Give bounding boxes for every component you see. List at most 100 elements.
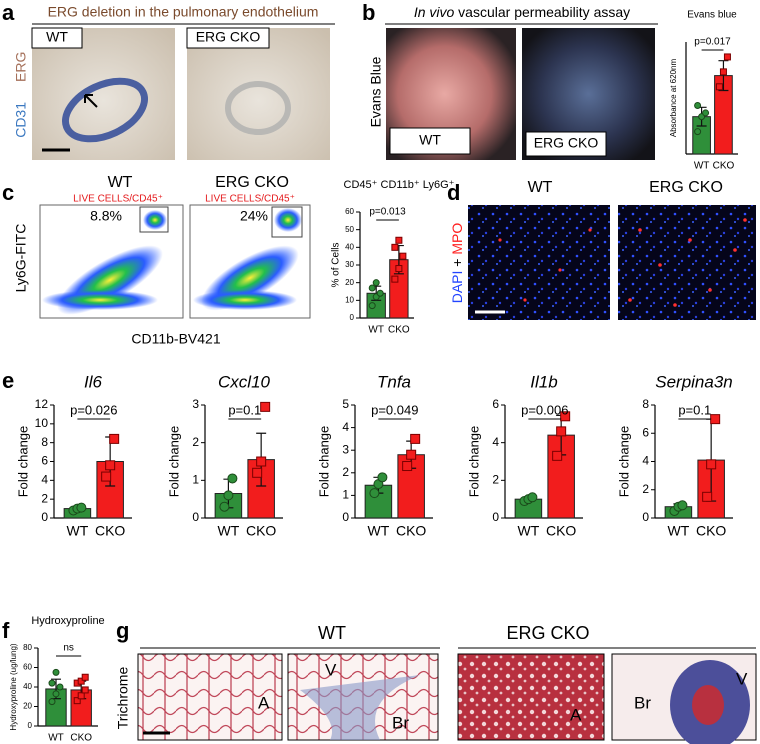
data-point (552, 450, 563, 461)
y-tick-label: 12 (35, 397, 49, 411)
bar-chart: Hydroxyproline Hydroxyproline (ug/lung) 0 2… (9, 615, 105, 744)
y-tick-label: 20 (345, 278, 354, 287)
data-point (391, 243, 399, 251)
data-point (402, 461, 413, 472)
bar-chart: Serpina3n Fold change 0 2 4 6 8 WT CKO p=0.1 (616, 372, 733, 539)
micrograph (618, 205, 756, 320)
stain-labels: CD31 ERG (13, 52, 29, 138)
y-axis-title: Fold change (15, 426, 30, 498)
p-value: p=0.006 (521, 402, 568, 417)
panel-letter: g (116, 618, 129, 643)
label-box (389, 127, 471, 155)
bar-chart: Tnfa Fold change 0 1 2 3 4 5 WT CKO p=0.049 (316, 372, 433, 539)
data-point (77, 692, 85, 700)
x-tick-label: CKO (95, 523, 125, 539)
x-tick-label: CKO (713, 161, 735, 172)
y-tick-label: 0 (192, 510, 199, 524)
data-point (391, 275, 399, 283)
data-point (109, 433, 120, 444)
y-tick-label: 2 (492, 473, 499, 487)
data-point (702, 109, 710, 117)
data-point (48, 698, 56, 706)
y-tick-label: 10 (35, 416, 49, 430)
panel-letter: a (2, 0, 15, 25)
chart-title: Il6 (84, 372, 103, 391)
flow-plot: 24% (189, 204, 311, 319)
x-tick-label: WT (368, 325, 384, 336)
label-box (31, 27, 83, 49)
data-point (723, 53, 731, 61)
x-tick-label: CKO (546, 523, 576, 539)
x-tick-label: WT (67, 523, 89, 539)
group-label: WT (108, 174, 133, 191)
data-point (227, 473, 238, 484)
chart-title: CD45⁺ CD11b⁺ Ly6G⁺ (344, 179, 455, 191)
data-point (527, 492, 538, 503)
p-value: p=0.026 (70, 402, 117, 417)
group-label: ERG CKO (649, 179, 723, 196)
y-tick-label: 60 (345, 207, 354, 216)
panel-title: In vivo vascular permeability assay (414, 4, 630, 20)
p-value: p=0.017 (694, 37, 731, 48)
y-tick-label: 6 (492, 397, 499, 411)
chart-title: Tnfa (377, 372, 411, 391)
region-label: Br (634, 693, 651, 712)
chart-title: Cxcl10 (218, 372, 271, 391)
y-tick-label: 2 (41, 491, 48, 505)
y-axis-title: Fold change (466, 426, 481, 498)
group-label: WT (46, 29, 68, 45)
group-label: WT (318, 623, 346, 643)
panel-letter: e (2, 368, 14, 393)
y-tick-label: 0 (41, 510, 48, 524)
data-point (677, 500, 688, 511)
x-tick-label: WT (694, 161, 710, 172)
p-value: p=0.049 (371, 402, 418, 417)
gate-label: LIVE CELLS/CD45⁺ (73, 194, 163, 205)
data-point (219, 501, 230, 512)
data-point (260, 401, 271, 412)
data-point (56, 683, 64, 691)
data-point (368, 302, 376, 310)
y-tick-label: 10 (345, 295, 354, 304)
y-tick-label: 6 (642, 425, 649, 439)
y-tick-label: 2 (192, 435, 199, 449)
stain-label: ERG (13, 52, 29, 82)
data-point (706, 459, 717, 470)
x-tick-label: WT (48, 733, 64, 744)
stain-labels: DAPI + MPO (449, 223, 465, 304)
bar-chart: Il1b Fold change 0 2 4 6 WT CKO p=0.006 (466, 372, 583, 539)
y-tick-label: 0 (492, 510, 499, 524)
data-point (105, 460, 116, 471)
y-axis-title: Fold change (316, 426, 331, 498)
gate-percent: 8.8% (90, 208, 122, 224)
data-point (399, 252, 407, 260)
data-point (223, 490, 234, 501)
data-point (369, 488, 380, 499)
y-tick-label: 8 (41, 435, 48, 449)
y-tick-label: 4 (492, 435, 499, 449)
y-tick-label: 1 (342, 488, 349, 502)
y-axis-title: Absorbance at 620nm (669, 59, 678, 138)
x-tick-label: CKO (70, 733, 92, 744)
y-tick-label: 2 (342, 465, 349, 479)
y-tick-label: 40 (23, 682, 32, 691)
axis-title: Ly6G-FITC (13, 224, 29, 293)
y-tick-label: 0 (642, 510, 649, 524)
tissue (300, 675, 420, 740)
y-tick-label: 50 (345, 225, 354, 234)
y-tick-label: 6 (41, 454, 48, 468)
data-point (719, 68, 727, 76)
x-tick-label: WT (218, 523, 240, 539)
p-value: p=0.1 (228, 402, 261, 417)
stain-label: CD31 (13, 102, 29, 138)
y-tick-label: 0 (342, 510, 349, 524)
y-tick-label: 1 (192, 473, 199, 487)
x-tick-label: WT (668, 523, 690, 539)
data-point (694, 101, 702, 109)
data-point (395, 236, 403, 244)
group-label: ERG CKO (215, 174, 289, 191)
data-point (52, 668, 60, 676)
data-point (410, 433, 421, 444)
group-label: ERG CKO (534, 135, 599, 151)
stain-label: DAPI (449, 271, 465, 304)
